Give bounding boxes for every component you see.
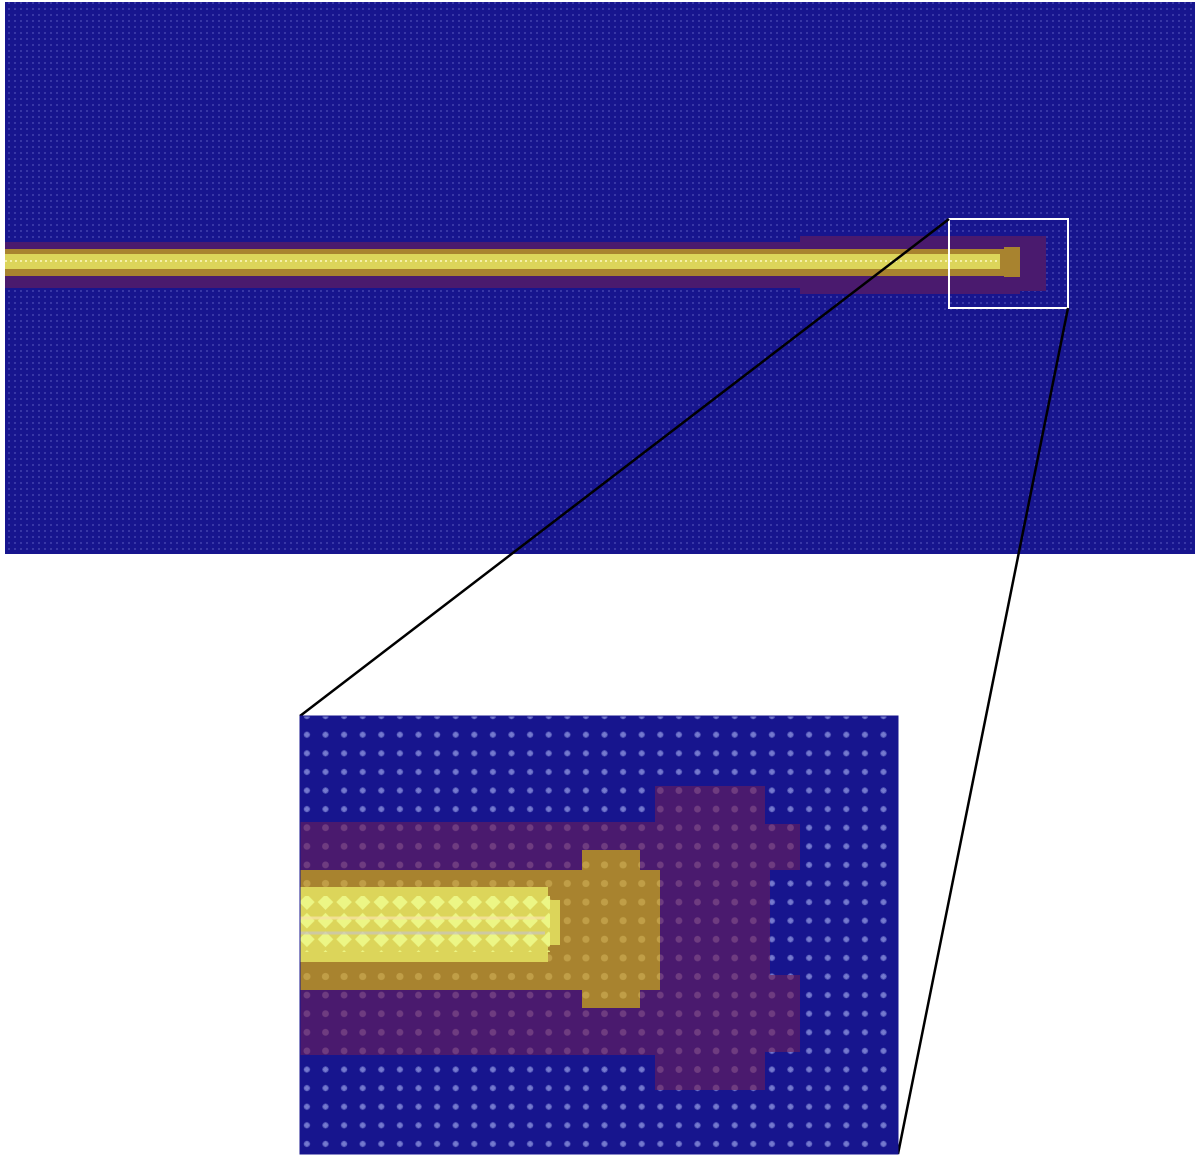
overview-crack-core (5, 254, 1000, 269)
zoom-connector-left (299, 218, 950, 717)
overview-tip-halo (1016, 236, 1046, 291)
zoom-core-mesh (300, 896, 550, 952)
overview-crack-tip (1004, 247, 1020, 277)
zoom-panel (300, 716, 898, 1154)
zoom-panel-border (299, 715, 899, 1155)
zoom-region-frame (948, 218, 1069, 309)
zoom-connector-right (896, 307, 1070, 1155)
overview-panel (5, 2, 1195, 554)
